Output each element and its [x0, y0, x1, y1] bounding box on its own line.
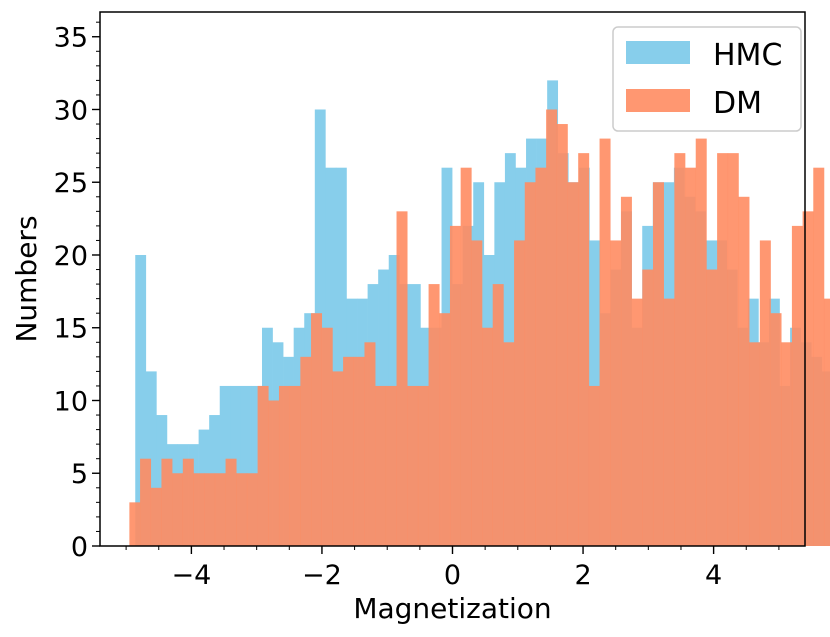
bar-dm-12 [257, 385, 269, 546]
bar-dm-25 [396, 211, 408, 546]
bar-dm-58 [749, 342, 761, 546]
bar-dm-6 [193, 473, 205, 546]
x-tick-label: −4 [171, 560, 211, 591]
x-tick-label: 2 [574, 560, 591, 591]
bar-dm-57 [738, 196, 750, 546]
bar-hmc-11 [251, 385, 263, 546]
legend-label-hmc: HMC [713, 38, 782, 73]
bar-dm-26 [407, 385, 419, 546]
bar-dm-46 [620, 196, 632, 546]
bar-dm-56 [727, 153, 739, 546]
bar-dm-8 [214, 473, 226, 546]
legend-swatch-dm [626, 89, 690, 112]
bar-dm-39 [546, 109, 558, 547]
bar-hmc-0 [135, 254, 147, 546]
bar-dm-48 [642, 269, 654, 546]
bar-dm-21 [353, 356, 365, 546]
bar-dm-52 [685, 167, 697, 546]
bar-dm-29 [439, 313, 451, 546]
bar-dm-13 [268, 400, 280, 546]
bar-dm-10 [236, 473, 248, 546]
x-tick-label: −2 [302, 560, 342, 591]
bar-dm-2 [150, 487, 162, 546]
bar-dm-36 [514, 240, 526, 547]
bar-dm-27 [417, 385, 429, 546]
bar-hmc-19 [335, 167, 347, 546]
bar-dm-42 [578, 153, 590, 546]
y-tick-label: 30 [54, 95, 88, 126]
bar-dm-7 [204, 473, 216, 546]
bar-dm-16 [300, 356, 312, 546]
bar-dm-60 [770, 313, 782, 546]
y-tick-label: 35 [54, 23, 88, 54]
bar-dm-28 [428, 284, 440, 546]
bar-dm-53 [695, 138, 707, 546]
bar-dm-37 [524, 182, 536, 546]
bar-dm-49 [652, 182, 664, 546]
bar-dm-35 [503, 342, 515, 546]
bar-dm-51 [674, 153, 686, 546]
bar-dm-15 [289, 385, 301, 546]
bar-dm-62 [791, 225, 803, 547]
x-tick-label: 4 [705, 560, 722, 591]
x-axis-label: Magnetization [353, 592, 551, 625]
bar-dm-34 [492, 284, 504, 546]
bar-dm-22 [364, 342, 376, 546]
x-axis-ticks: −4 −2 0 2 4 [125, 546, 780, 591]
bar-dm-45 [610, 240, 622, 547]
y-tick-label: 5 [71, 459, 88, 490]
y-tick-label: 10 [54, 386, 88, 417]
bar-dm-63 [802, 211, 814, 546]
bar-dm-18 [321, 327, 333, 546]
bar-dm-43 [588, 385, 600, 546]
bar-dm-31 [460, 167, 472, 546]
y-tick-label: 0 [71, 532, 88, 563]
bar-dm-44 [599, 138, 611, 546]
series-dm-bars [129, 109, 830, 547]
bar-dm-20 [343, 356, 355, 546]
legend-label-dm: DM [713, 86, 762, 121]
bar-dm-4 [172, 473, 184, 546]
bar-dm-33 [482, 327, 493, 546]
bar-dm-0 [129, 502, 141, 546]
bar-dm-23 [375, 385, 387, 546]
bar-dm-54 [706, 269, 718, 546]
bar-dm-3 [161, 458, 173, 546]
x-tick-label: 0 [444, 560, 461, 591]
bar-dm-1 [140, 458, 152, 546]
bar-dm-32 [471, 240, 483, 547]
bar-dm-24 [385, 385, 397, 546]
bar-dm-19 [332, 371, 344, 546]
bar-dm-14 [278, 385, 290, 546]
bar-dm-50 [663, 298, 675, 546]
legend: HMC DM [612, 26, 802, 132]
bar-dm-55 [717, 153, 729, 546]
y-tick-label: 25 [54, 168, 88, 199]
bar-dm-64 [813, 167, 825, 546]
y-tick-label: 20 [54, 241, 88, 272]
bar-hmc-8 [219, 385, 231, 546]
bar-dm-61 [781, 342, 793, 546]
y-axis-label: Numbers [10, 215, 43, 342]
bar-dm-65 [823, 298, 830, 546]
bar-dm-38 [535, 167, 547, 546]
y-axis-ticks: 0 5 10 15 20 25 30 35 [54, 21, 100, 563]
bar-dm-41 [567, 182, 579, 546]
bar-dm-59 [759, 240, 771, 547]
bar-dm-9 [225, 458, 237, 546]
legend-swatch-hmc [626, 41, 690, 64]
y-tick-label: 15 [54, 314, 88, 345]
bar-hmc-1 [145, 371, 157, 546]
bar-dm-47 [631, 298, 643, 546]
bar-hmc-10 [240, 385, 252, 546]
bar-dm-40 [556, 124, 568, 546]
bar-dm-11 [246, 473, 258, 546]
bar-dm-17 [311, 313, 323, 546]
bar-dm-30 [449, 225, 461, 547]
bar-dm-5 [182, 458, 194, 546]
